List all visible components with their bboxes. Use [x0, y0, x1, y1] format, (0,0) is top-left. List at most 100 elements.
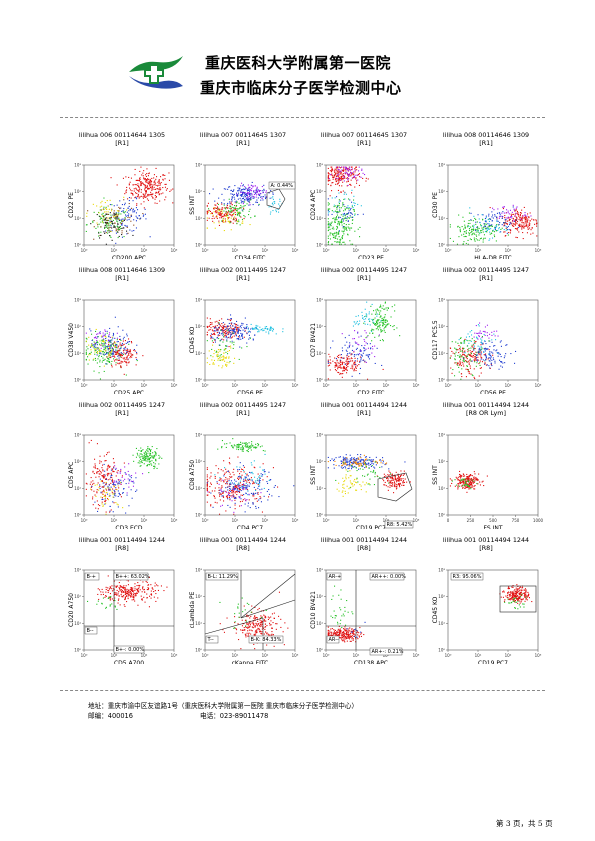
data-point: [149, 184, 151, 186]
data-point: [475, 219, 477, 221]
data-point: [108, 336, 110, 338]
data-point: [103, 485, 105, 487]
data-point: [151, 186, 153, 188]
data-point: [116, 343, 118, 345]
data-point: [215, 326, 217, 328]
data-point: [227, 350, 229, 352]
data-point: [219, 344, 221, 346]
data-point: [130, 341, 132, 343]
data-point: [473, 359, 475, 361]
data-point: [250, 449, 252, 451]
data-point: [237, 324, 239, 326]
data-point: [486, 364, 488, 366]
data-point: [252, 502, 254, 504]
data-point: [344, 191, 346, 193]
data-point: [371, 303, 373, 305]
data-point: [365, 313, 367, 315]
data-point: [258, 191, 260, 193]
data-point: [262, 199, 264, 201]
data-point: [373, 322, 375, 324]
data-point: [337, 238, 339, 240]
data-point: [226, 495, 228, 497]
data-point: [226, 443, 228, 445]
data-point: [233, 189, 235, 191]
data-point: [94, 484, 96, 486]
data-point: [257, 484, 259, 486]
data-point: [361, 355, 363, 357]
data-point: [120, 353, 122, 355]
data-point: [339, 216, 341, 218]
data-point: [147, 199, 149, 201]
data-point: [342, 367, 344, 369]
y-tick-label: 10⁰: [74, 378, 81, 383]
data-point: [117, 479, 119, 481]
data-point: [104, 214, 106, 216]
data-point: [232, 471, 234, 473]
data-point: [500, 231, 502, 233]
data-point: [118, 359, 120, 361]
data-point: [480, 357, 482, 359]
data-point: [128, 350, 130, 352]
data-point: [134, 168, 136, 170]
data-point: [471, 334, 473, 336]
data-point: [162, 174, 164, 176]
data-point: [223, 359, 225, 361]
data-point: [107, 493, 109, 495]
data-point: [238, 202, 240, 204]
data-point: [524, 214, 526, 216]
data-point: [90, 345, 92, 347]
data-point: [393, 325, 395, 327]
data-point: [114, 214, 116, 216]
data-point: [106, 452, 108, 454]
data-point: [143, 214, 145, 216]
data-point: [489, 354, 491, 356]
data-point: [104, 348, 106, 350]
data-point: [277, 208, 279, 210]
data-point: [146, 465, 148, 467]
data-point: [487, 226, 489, 228]
data-point: [240, 191, 242, 193]
data-point: [368, 320, 370, 322]
data-point: [351, 177, 353, 179]
data-point: [117, 226, 119, 228]
data-point: [477, 338, 479, 340]
data-point: [144, 193, 146, 195]
data-point: [155, 452, 157, 454]
data-point: [206, 483, 208, 485]
data-point: [377, 326, 379, 328]
data-point: [217, 213, 219, 215]
data-point: [139, 177, 141, 179]
data-point: [382, 323, 384, 325]
data-point: [347, 220, 349, 222]
data-point: [493, 234, 495, 236]
data-point: [479, 330, 481, 332]
data-point: [113, 216, 115, 218]
data-point: [100, 472, 102, 474]
data-point: [367, 347, 369, 349]
data-point: [342, 178, 344, 180]
data-point: [341, 347, 343, 349]
data-point: [229, 213, 231, 215]
data-point: [132, 208, 134, 210]
data-point: [121, 227, 123, 229]
data-point: [379, 339, 381, 341]
data-point: [120, 482, 122, 484]
data-point: [140, 166, 142, 168]
data-point: [470, 226, 472, 228]
data-point: [219, 350, 221, 352]
data-point: [526, 218, 528, 220]
data-point: [354, 171, 356, 173]
data-point: [108, 335, 110, 337]
data-point: [330, 166, 332, 168]
data-point: [515, 207, 517, 209]
data-point: [141, 450, 143, 452]
data-point: [107, 487, 109, 489]
data-point: [255, 196, 257, 198]
data-point: [124, 211, 126, 213]
data-point: [214, 341, 216, 343]
data-point: [217, 208, 219, 210]
data-point: [125, 346, 127, 348]
data-point: [118, 229, 120, 231]
data-point: [242, 465, 244, 467]
